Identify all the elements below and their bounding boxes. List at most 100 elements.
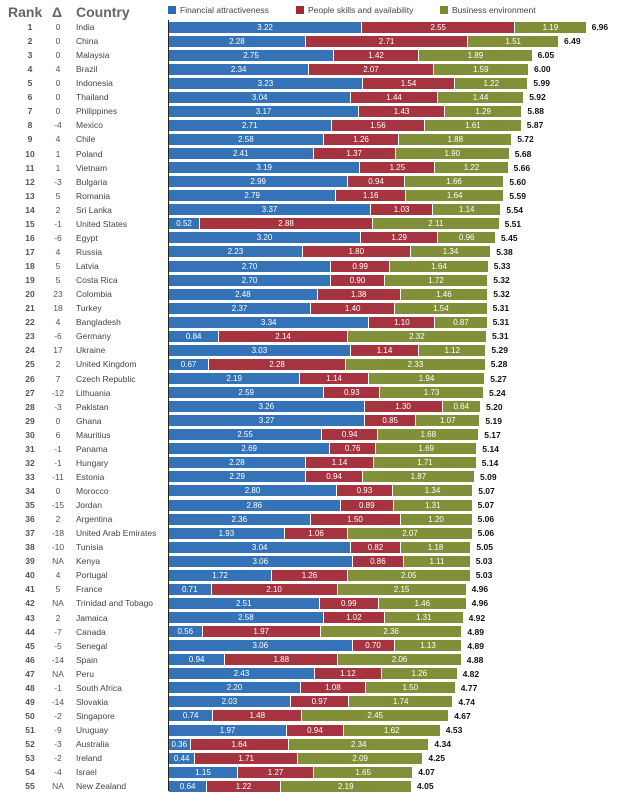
legend-label-financial: Financial attractiveness xyxy=(180,5,269,15)
bar-people: 1.14 xyxy=(300,373,368,384)
bar-financial: 3.03 xyxy=(169,344,350,356)
rank-cell: 42 xyxy=(25,598,35,609)
total-label: 5.88 xyxy=(527,106,544,117)
bar-people: 0.85 xyxy=(365,415,416,427)
country-cell: Hungary xyxy=(76,457,109,468)
delta-cell: -4 xyxy=(54,767,62,778)
table-row: 53 -2 Ireland 0.44 1.71 2.09 4.25 xyxy=(0,751,620,765)
rank-cell: 40 xyxy=(25,570,35,581)
bar-financial: 2.75 xyxy=(169,49,333,61)
bar-business: 1.71 xyxy=(374,457,476,469)
rank-cell: 2 xyxy=(27,36,33,47)
delta-cell: 4 xyxy=(55,317,61,328)
delta-cell: NA xyxy=(52,668,64,679)
delta-cell: 23 xyxy=(53,289,63,300)
total-label: 5.33 xyxy=(493,261,511,272)
table-row: 51 -9 Uruguay 1.97 0.94 1.62 4.53 xyxy=(0,723,620,737)
country-cell: Costa Rica xyxy=(76,275,118,286)
bar-financial: 0.74 xyxy=(169,710,213,722)
bar-financial: 3.23 xyxy=(169,77,362,89)
total-label: 5.38 xyxy=(496,246,513,257)
delta-cell: -2 xyxy=(54,753,62,764)
table-row: 17 4 Russia 2.23 1.80 1.34 5.38 xyxy=(0,245,620,259)
bar-financial: 2.37 xyxy=(169,302,311,314)
bar-business: 0.96 xyxy=(438,232,495,244)
bar-financial: 3.06 xyxy=(169,640,352,652)
bar-financial: 3.37 xyxy=(169,204,371,216)
total-label: 5.07 xyxy=(478,485,495,496)
bar-people: 0.94 xyxy=(348,176,404,188)
rank-cell: 25 xyxy=(25,359,35,370)
rank-cell: 8 xyxy=(27,120,33,131)
bar-financial: 0.64 xyxy=(169,780,207,792)
rank-cell: 39 xyxy=(25,556,35,567)
delta-cell: 0 xyxy=(55,485,61,496)
bar-financial: 2.59 xyxy=(169,387,324,399)
total-label: 5.68 xyxy=(514,148,532,159)
bar-business: 1.62 xyxy=(343,724,440,736)
total-label: 4.89 xyxy=(467,640,484,651)
country-cell: Indonesia xyxy=(76,78,113,89)
bar-business: 2.05 xyxy=(347,569,470,581)
bar-financial: 1.97 xyxy=(169,724,287,736)
bar-people: 1.40 xyxy=(311,302,395,314)
bar-people: 0.93 xyxy=(324,387,380,399)
country-cell: Egypt xyxy=(76,232,98,243)
bar-financial: 0.52 xyxy=(169,218,200,230)
total-label: 5.07 xyxy=(477,500,495,511)
bar-business: 1.44 xyxy=(437,91,524,103)
rank-cell: 5 xyxy=(27,78,33,89)
delta-cell: -14 xyxy=(51,696,65,707)
country-cell: Czech Republic xyxy=(76,373,136,384)
rank-cell: 33 xyxy=(25,471,35,482)
country-cell: Sri Lanka xyxy=(76,204,112,215)
bar-business: 1.73 xyxy=(380,387,483,399)
table-row: 10 1 Poland 2.41 1.37 1.90 5.68 xyxy=(0,147,620,161)
total-label: 5.09 xyxy=(480,471,497,482)
bar-financial: 0.84 xyxy=(169,330,219,342)
rank-cell: 44 xyxy=(25,626,35,637)
delta-cell: 0 xyxy=(55,92,61,103)
rank-cell: 21 xyxy=(25,303,35,314)
rank-cell: 3 xyxy=(27,50,33,61)
bar-people: 1.29 xyxy=(361,232,438,244)
delta-cell: 0 xyxy=(55,36,61,47)
total-label: 6.96 xyxy=(591,22,609,32)
bar-business: 1.54 xyxy=(395,302,487,314)
rank-cell: 50 xyxy=(25,710,35,721)
country-cell: Portugal xyxy=(76,570,108,581)
bar-business: 1.31 xyxy=(385,612,463,624)
country-cell: Philippines xyxy=(76,106,118,117)
bar-business: 1.34 xyxy=(392,485,473,497)
country-cell: Malaysia xyxy=(76,50,110,61)
delta-cell: -3 xyxy=(54,176,62,187)
rank-cell: 36 xyxy=(25,514,35,525)
rank-cell: 46 xyxy=(25,654,35,665)
table-row: 5 0 Indonesia 3.23 1.54 1.22 5.99 xyxy=(0,76,620,90)
bar-business: 1.19 xyxy=(515,21,586,33)
rank-cell: 31 xyxy=(25,443,35,454)
country-cell: United Arab Emirates xyxy=(76,528,157,539)
bar-people: 0.97 xyxy=(290,696,348,708)
country-cell: Tunisia xyxy=(76,542,104,553)
bar-people: 0.94 xyxy=(322,429,378,441)
total-label: 4.89 xyxy=(467,626,484,637)
legend-business: Business environment xyxy=(440,5,536,15)
bar-business: 2.09 xyxy=(298,752,423,764)
bar-people: 1.22 xyxy=(207,780,280,792)
total-label: 4.34 xyxy=(434,739,451,750)
bar-financial: 3.20 xyxy=(169,232,360,244)
total-label: 4.96 xyxy=(471,584,489,595)
delta-cell: 17 xyxy=(53,345,63,356)
bar-business: 1.22 xyxy=(435,162,508,174)
total-label: 4.05 xyxy=(417,781,434,792)
delta-cell: -9 xyxy=(54,725,62,735)
total-label: 4.96 xyxy=(471,598,489,609)
table-row: 43 2 Jamaica 2.58 1.02 1.31 4.92 xyxy=(0,611,620,625)
delta-cell: 5 xyxy=(55,261,61,272)
bar-people: 0.89 xyxy=(340,499,393,511)
table-row: 54 -4 Israel 1.15 1.27 1.65 4.07 xyxy=(0,765,620,779)
table-row: 30 6 Mauritius 2.55 0.94 1.68 5.17 xyxy=(0,428,620,442)
country-cell: Israel xyxy=(76,767,97,778)
bar-people: 1.06 xyxy=(284,527,348,539)
